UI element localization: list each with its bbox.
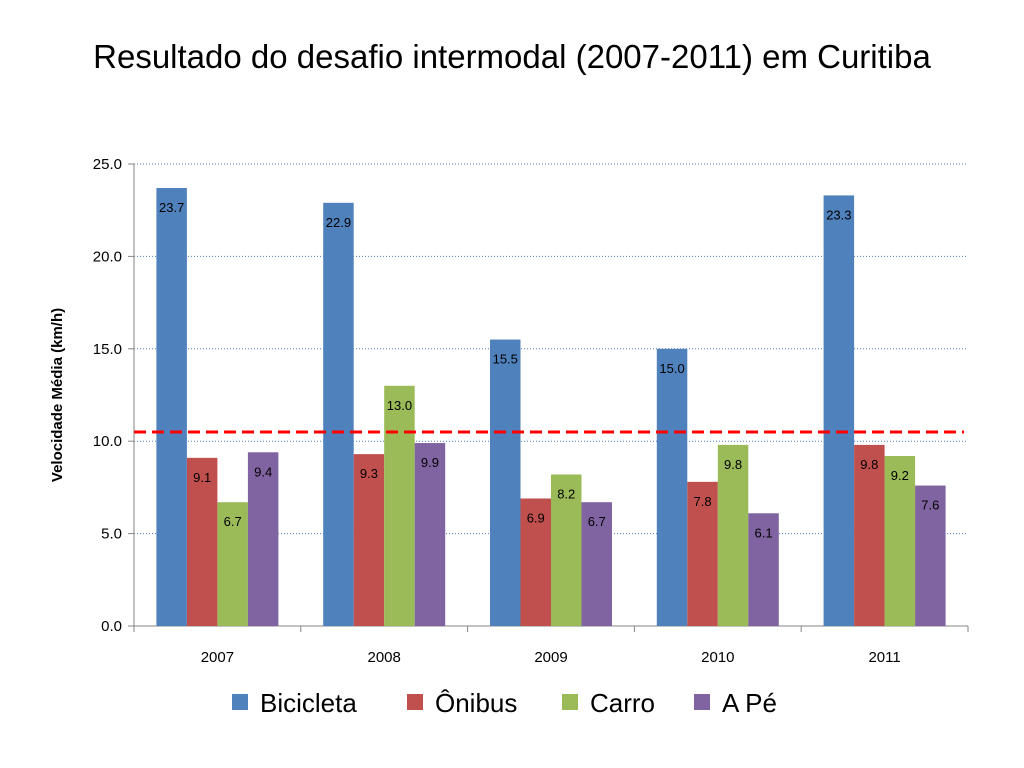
y-tick-label: 25.0 bbox=[93, 156, 122, 173]
data-label: 7.6 bbox=[921, 498, 939, 513]
data-label: 9.9 bbox=[421, 455, 439, 470]
y-tick-label: 0.0 bbox=[101, 618, 122, 635]
bar-carro bbox=[717, 444, 749, 626]
legend-label: Bicicleta bbox=[260, 688, 357, 718]
legend: Bicicleta Ônibus Carro A Pé bbox=[232, 688, 777, 718]
bar-carro bbox=[884, 455, 916, 626]
data-label: 13.0 bbox=[387, 398, 412, 413]
legend-label: Carro bbox=[590, 688, 655, 718]
x-tick-label: 2007 bbox=[201, 649, 234, 666]
bars bbox=[156, 188, 946, 627]
data-label: 6.7 bbox=[588, 514, 606, 529]
bar-bicicleta bbox=[323, 202, 354, 627]
legend-label: Ônibus bbox=[435, 688, 517, 718]
data-label: 9.8 bbox=[860, 457, 878, 472]
legend-swatch bbox=[694, 694, 710, 710]
data-label: 9.2 bbox=[891, 468, 909, 483]
data-label: 15.5 bbox=[493, 352, 518, 367]
bar--nibus bbox=[520, 498, 551, 626]
y-tick-label: 15.0 bbox=[93, 341, 122, 358]
data-label: 9.4 bbox=[254, 464, 272, 479]
axes: 0.0 5.0 10.0 15.0 20.0 25.0 Velocidade Média (… bbox=[49, 156, 969, 666]
chart-title: Resultado do desafio intermodal (2007-20… bbox=[93, 38, 931, 75]
legend-swatch bbox=[232, 694, 248, 710]
data-label: 8.2 bbox=[557, 486, 575, 501]
y-tick-label: 5.0 bbox=[101, 526, 122, 543]
data-label: 6.9 bbox=[527, 510, 545, 525]
bar-a-p- bbox=[748, 513, 779, 626]
data-label: 6.7 bbox=[224, 514, 242, 529]
bar--nibus bbox=[353, 454, 385, 626]
bar-carro bbox=[551, 474, 582, 626]
bar-a-p- bbox=[581, 502, 612, 626]
data-labels: 23.7 9.1 6.7 9.4 22.9 9.3 13.0 9.9 15.5 6.9 8.2 6.7… bbox=[159, 200, 939, 540]
y-axis-label: Velocidade Média (km/h) bbox=[49, 308, 66, 482]
bar-bicicleta bbox=[823, 195, 855, 626]
data-label: 23.3 bbox=[826, 207, 851, 222]
data-label: 23.7 bbox=[159, 200, 184, 215]
bar-bicicleta bbox=[156, 188, 187, 627]
x-tick-label: 2009 bbox=[534, 649, 567, 666]
bar-carro bbox=[384, 385, 415, 626]
bar-a-p- bbox=[915, 485, 946, 626]
data-label: 6.1 bbox=[755, 525, 773, 540]
x-tick-label: 2011 bbox=[868, 649, 900, 666]
data-label: 9.8 bbox=[724, 457, 742, 472]
legend-swatch bbox=[562, 694, 578, 710]
legend-label: A Pé bbox=[722, 688, 777, 718]
bar-a-p- bbox=[414, 443, 446, 626]
bar-bicicleta bbox=[490, 339, 521, 626]
data-label: 22.9 bbox=[326, 215, 351, 230]
bar--nibus bbox=[854, 444, 885, 626]
x-tick-label: 2010 bbox=[701, 649, 734, 666]
data-label: 15.0 bbox=[659, 361, 684, 376]
bar-carro bbox=[217, 502, 248, 626]
legend-swatch bbox=[407, 694, 423, 710]
bar-bicicleta bbox=[656, 348, 688, 626]
bar--nibus bbox=[687, 481, 718, 626]
bar-a-p- bbox=[247, 452, 279, 626]
bar--nibus bbox=[186, 457, 218, 626]
data-label: 7.8 bbox=[694, 494, 712, 509]
y-tick-label: 10.0 bbox=[93, 433, 122, 450]
x-tick-label: 2008 bbox=[368, 649, 401, 666]
y-tick-label: 20.0 bbox=[93, 248, 122, 265]
data-label: 9.1 bbox=[193, 470, 211, 485]
data-label: 9.3 bbox=[360, 466, 378, 481]
